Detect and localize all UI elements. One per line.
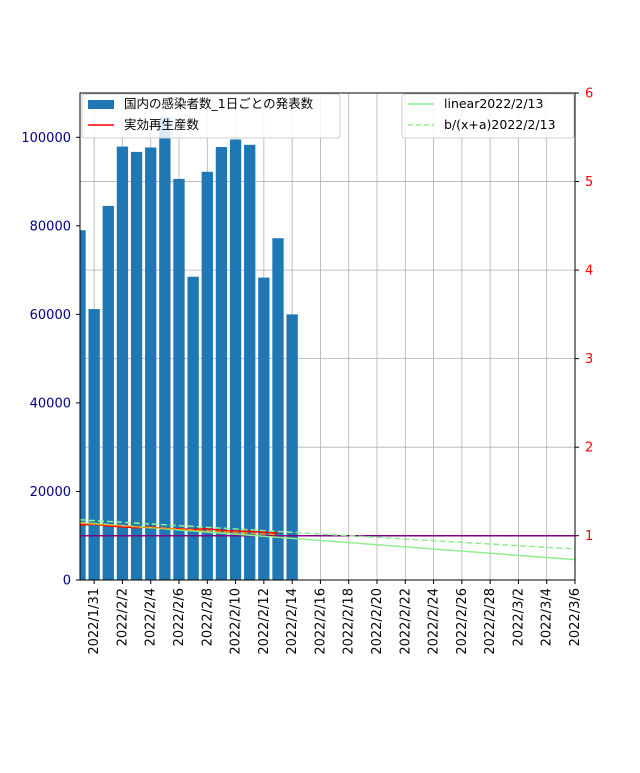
bar: [116, 146, 129, 580]
series-line: [79, 519, 576, 550]
bar: [215, 147, 228, 580]
legend-left-box: [81, 93, 341, 139]
x-tick-label: 2022/2/12: [257, 588, 272, 655]
x-tick-label: 2022/2/26: [455, 588, 470, 655]
bar: [244, 144, 256, 581]
x-tick-label: 2022/2/22: [398, 588, 413, 655]
x-tick-label: 2022/2/8: [200, 588, 215, 646]
right-y-tick-label: 2: [585, 441, 593, 456]
bar: [229, 139, 242, 580]
series-line: [79, 522, 279, 536]
legend-swatch-bars: [88, 100, 114, 109]
x-tick-label: 2022/2/20: [370, 588, 385, 655]
bar: [159, 117, 171, 580]
bar: [272, 238, 284, 580]
x-tick-label: 2022/2/24: [427, 588, 442, 655]
bar: [102, 205, 114, 581]
bar: [173, 178, 185, 580]
x-tick-label: 2022/1/31: [87, 588, 102, 655]
right-y-tick-label: 6: [585, 87, 593, 102]
legend-label-linear: linear2022/2/13: [444, 96, 543, 111]
axes: 2022/1/31 2022/2/2 2022/2/4 2022/2/6 2022/2/…: [21, 87, 593, 655]
left-y-tick-label: 0: [63, 574, 71, 589]
legend-left: 国内の感染者数_1日ごとの発表数 実効再生産数: [81, 93, 341, 139]
plot-frame: [79, 92, 576, 581]
legend-right: linear2022/2/13 b/(x+a)2022/2/13: [401, 93, 575, 139]
x-tick-label: 2022/2/14: [285, 588, 300, 655]
left-y-tick-label: 60000: [30, 308, 71, 323]
left-y-tick-label: 80000: [30, 219, 71, 234]
bar: [286, 314, 298, 580]
left-y-tick-label: 40000: [30, 396, 71, 411]
x-tick-label: 2022/3/4: [540, 588, 555, 646]
legend-label-fit: b/(x+a)2022/2/13: [444, 117, 556, 132]
right-y-tick-label: 5: [585, 175, 593, 190]
x-tick-label: 2022/3/2: [511, 588, 526, 646]
x-tick-label: 2022/2/10: [229, 588, 244, 655]
bar-series: [80, 117, 298, 581]
x-tick-label: 2022/2/4: [144, 588, 159, 646]
right-y-tick-label: 4: [585, 264, 593, 279]
right-y-tick-label: 3: [585, 352, 593, 367]
legend-right-box: [401, 93, 575, 139]
legend-label-bars: 国内の感染者数_1日ごとの発表数: [124, 96, 314, 111]
legend-label-rt: 実効再生産数: [124, 117, 200, 132]
x-tick-label: 2022/2/2: [115, 588, 130, 646]
x-tick-label: 2022/2/6: [172, 588, 187, 646]
x-tick-label: 2022/2/16: [313, 588, 328, 655]
bar: [88, 309, 100, 580]
x-tick-label: 2022/2/18: [342, 588, 357, 655]
left-y-tick-label: 20000: [30, 485, 71, 500]
x-tick-label: 2022/2/28: [483, 588, 498, 655]
line-series: [79, 519, 576, 561]
bar: [145, 147, 157, 581]
left-y-tick-label: 100000: [21, 131, 71, 146]
right-y-tick-label: 1: [585, 529, 593, 544]
x-tick-label: 2022/3/6: [568, 588, 583, 646]
bar: [130, 151, 143, 580]
bar: [201, 171, 213, 580]
bar: [187, 276, 199, 580]
bar: [80, 230, 86, 580]
bar: [258, 277, 270, 580]
